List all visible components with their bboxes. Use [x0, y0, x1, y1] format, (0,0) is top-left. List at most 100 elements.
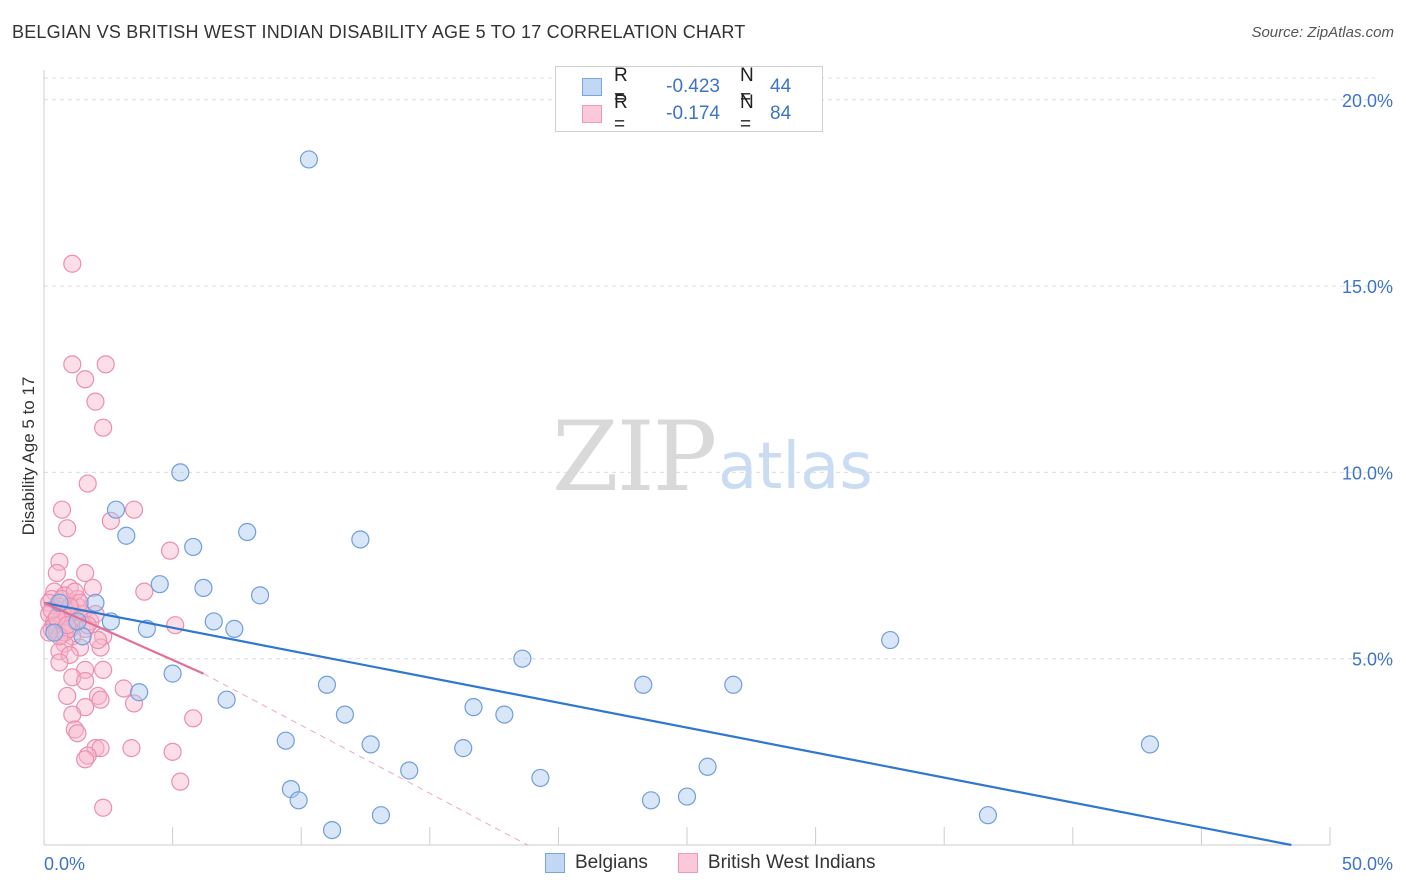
british-west-indians-point	[124, 694, 144, 713]
belgians-point	[677, 787, 697, 806]
belgians-point	[371, 806, 391, 825]
series-legend: Belgians British West Indians	[545, 852, 905, 874]
belgians-point	[454, 739, 473, 758]
british-west-indians-point	[76, 671, 95, 691]
belgians-point	[322, 820, 342, 840]
correlation-legend: R = -0.423 N = 44 R = -0.174 N = 84	[555, 65, 823, 135]
belgians-point	[204, 612, 223, 631]
belgians-point	[641, 791, 661, 810]
british-west-indians-point	[94, 660, 113, 679]
british-west-indians-point	[166, 616, 185, 635]
british-west-indians-point	[60, 645, 79, 665]
n-label: N =	[740, 65, 754, 108]
belgians-point	[276, 731, 295, 750]
chart-title: BELGIAN VS BRITISH WEST INDIAN DISABILIT…	[12, 22, 746, 42]
legend-item-british-west-indians[interactable]: British West Indians	[677, 852, 876, 874]
r-label: R =	[614, 92, 628, 135]
british-west-indians-point	[50, 653, 69, 672]
british-west-indians-point	[160, 541, 180, 560]
british-west-indians-point	[94, 418, 113, 437]
belgians-point	[317, 675, 337, 694]
belgians-point	[106, 500, 126, 519]
belgians-point	[130, 683, 149, 702]
source-credit: Source: ZipAtlas.com	[1251, 24, 1394, 41]
y-tick-label: 20.0%	[1342, 91, 1393, 111]
grid-lines	[44, 77, 1375, 660]
n-value: 44	[770, 76, 792, 97]
y-tick-label: 5.0%	[1352, 650, 1393, 670]
belgians-point	[194, 578, 213, 598]
belgians-point	[163, 664, 182, 683]
british-west-indians-legend-swatch	[677, 853, 698, 873]
british-west-indians-point	[63, 254, 82, 273]
british-west-indians-point	[76, 370, 95, 389]
belgians-point	[117, 526, 136, 545]
belgians-point	[299, 150, 319, 169]
british-west-indians-point	[78, 474, 97, 493]
british-west-indians-point	[52, 500, 72, 519]
british-west-indians-legend-label: British West Indians	[707, 852, 876, 873]
belgians-point	[171, 463, 190, 482]
belgians-point	[513, 649, 532, 668]
belgians-point	[184, 537, 203, 557]
british-west-indians-point	[86, 739, 105, 758]
british-west-indians-point	[88, 630, 108, 650]
y-tick-label: 10.0%	[1342, 463, 1393, 483]
belgians-point	[45, 623, 64, 642]
belgians-point	[250, 586, 270, 605]
british-west-indians-swatch	[582, 105, 602, 123]
belgians-legend-label: Belgians	[575, 852, 648, 873]
belgians-point	[634, 675, 653, 694]
y-tick-labels: 5.0% 10.0% 15.0% 20.0%	[1342, 91, 1393, 670]
british-west-indians-trend-line	[43, 601, 204, 675]
belgians-point	[881, 630, 900, 650]
belgians-point	[351, 530, 370, 549]
british-west-indians-point	[70, 593, 90, 612]
y-axis-label: Disability Age 5 to 17	[19, 377, 38, 536]
belgians-point	[400, 761, 419, 780]
belgians-trend-line	[43, 601, 1292, 847]
trend-lines	[43, 601, 1292, 847]
x-tick-labels: 0.0% 50.0%	[44, 854, 1393, 874]
legend-item-belgians[interactable]: Belgians	[545, 852, 648, 874]
british-west-indians-point	[40, 623, 59, 642]
british-west-indians-point	[76, 563, 95, 583]
british-west-indians-point	[122, 739, 141, 758]
british-west-indians-point	[63, 355, 82, 374]
belgians-point	[238, 522, 257, 542]
british-west-indians-point	[171, 772, 190, 791]
british-west-indians-point	[63, 705, 82, 724]
belgians-points	[45, 150, 1160, 840]
british-west-indians-point	[83, 578, 102, 598]
watermark-zip: ZIP	[552, 401, 715, 513]
british-west-indians-point	[101, 511, 120, 530]
british-west-indians-point	[96, 355, 115, 374]
legend-row-belgians: R = -0.423 N = 44	[582, 65, 792, 108]
belgians-point	[217, 690, 236, 709]
british-west-indians-point	[70, 638, 90, 657]
british-west-indians-point	[91, 690, 110, 709]
belgians-point	[150, 575, 169, 594]
british-west-indians-point	[58, 686, 77, 706]
r-label: R =	[614, 65, 628, 108]
belgians-legend-swatch	[545, 853, 565, 873]
british-west-indians-point	[184, 709, 203, 728]
british-west-indians-point	[114, 679, 133, 698]
n-value: 84	[770, 103, 792, 124]
belgians-point	[1140, 735, 1160, 754]
british-west-indians-point	[86, 392, 105, 411]
y-tick-label: 15.0%	[1342, 277, 1393, 297]
axes	[43, 70, 1331, 846]
belgians-point	[225, 619, 244, 638]
belgians-point	[978, 806, 998, 825]
watermark-atlas: atlas	[718, 430, 873, 504]
belgians-point	[86, 593, 105, 612]
british-west-indians-point	[68, 724, 87, 743]
british-west-indians-point	[58, 519, 77, 538]
n-label: N =	[740, 92, 754, 135]
belgians-point	[464, 698, 483, 717]
r-value: -0.174	[666, 103, 720, 124]
belgians-swatch	[582, 78, 602, 96]
belgians-point	[724, 675, 743, 694]
